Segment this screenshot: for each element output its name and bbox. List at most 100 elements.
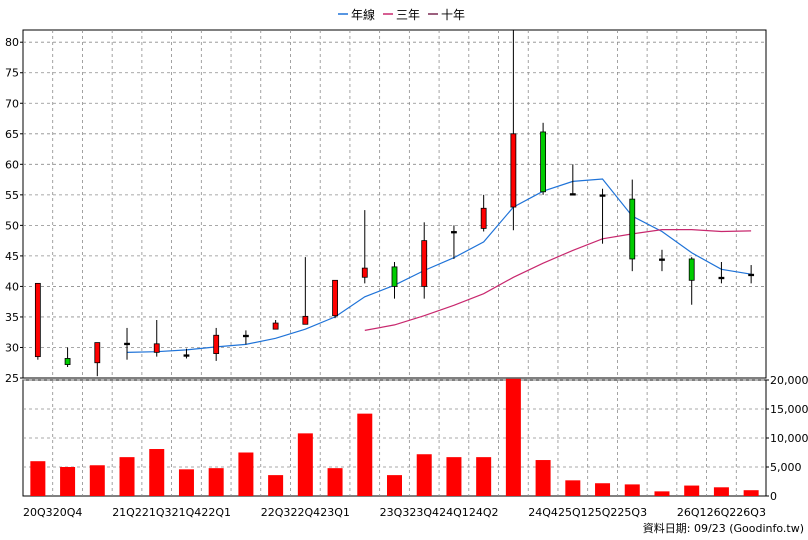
candle-body	[34, 282, 41, 358]
volume-bar	[149, 449, 165, 496]
x-tick-label: 25Q1	[558, 506, 588, 519]
price-tick-label: 25	[5, 372, 19, 385]
x-tick-label: 25Q2	[588, 506, 618, 519]
volume-bar	[297, 433, 313, 496]
x-tick-label: 20Q3	[23, 506, 53, 519]
volume-bar	[595, 483, 611, 496]
legend: 年線 三年 十年	[338, 7, 465, 22]
candle-body	[451, 231, 457, 234]
x-tick-label: 21Q3	[142, 506, 172, 519]
x-tick-label: 21Q2	[112, 506, 142, 519]
candle-body	[629, 198, 636, 260]
x-tick-label: 22Q1	[201, 506, 231, 519]
x-tick-label: 26Q3	[736, 506, 766, 519]
volume-bar	[119, 457, 135, 496]
x-tick-label: 20Q4	[53, 506, 83, 519]
series-line-0	[126, 178, 752, 353]
candle-body	[302, 315, 309, 325]
x-tick-label: 22Q3	[261, 506, 291, 519]
x-tick-label: 23Q3	[380, 506, 410, 519]
volume-bar	[208, 468, 224, 496]
candle-body	[213, 334, 220, 354]
legend-label-2: 十年	[441, 8, 465, 22]
volume-bar	[268, 475, 284, 496]
price-tick-label: 40	[5, 280, 19, 293]
volume-bar	[565, 480, 581, 496]
volume-bar	[624, 484, 640, 496]
volume-tick-label: 5,000	[770, 461, 802, 474]
x-tick-label: 25Q3	[617, 506, 647, 519]
x-tick-label: 24Q1	[439, 506, 469, 519]
price-tick-label: 50	[5, 219, 19, 232]
candle-body	[64, 358, 71, 365]
series-line-1	[364, 229, 752, 331]
x-tick-label: 23Q1	[320, 506, 350, 519]
price-panel: 25 30 35 40 45 50 55 60 65 70 75 80	[5, 29, 767, 385]
candle-body	[748, 273, 755, 277]
candle-body	[153, 343, 160, 353]
x-tick-label: 23Q4	[409, 506, 439, 519]
legend-label-1: 三年	[396, 8, 420, 22]
price-tick-label: 75	[5, 67, 19, 80]
volume-bar	[505, 378, 521, 496]
candle-body	[242, 334, 249, 338]
x-tick-label: 26Q2	[707, 506, 737, 519]
x-tick-label: 26Q1	[677, 506, 707, 519]
candle-body	[599, 194, 606, 197]
volume-bar	[713, 487, 729, 496]
x-axis: 20Q3 20Q4 21Q2 21Q3 21Q4 22Q1 22Q3 22Q4 23Q1 23Q3…	[23, 506, 766, 519]
volume-bar	[178, 469, 194, 496]
volume-bar	[327, 468, 343, 496]
price-tick-label: 45	[5, 250, 19, 263]
candle-body	[510, 133, 517, 208]
volume-bar	[743, 490, 759, 496]
candle-body	[391, 266, 398, 287]
price-tick-label: 70	[5, 97, 19, 110]
price-tick-label: 55	[5, 189, 19, 202]
candle-body	[659, 258, 665, 261]
volume-bar	[416, 454, 432, 496]
volume-bar	[357, 413, 373, 496]
price-tick-label: 80	[5, 36, 19, 49]
candle-body	[480, 207, 487, 229]
candle-body	[540, 131, 546, 193]
volume-bar	[684, 485, 700, 496]
price-frame	[22, 29, 767, 379]
x-tick-label: 24Q2	[469, 506, 499, 519]
candle-body	[361, 267, 368, 278]
volume-bar	[60, 467, 76, 496]
volume-bar	[238, 452, 254, 496]
data-date-footer: 資料日期: 09/23 (Goodinfo.tw)	[643, 521, 804, 535]
volume-bar	[476, 457, 492, 496]
volume-tick-label: 20,000	[770, 374, 808, 387]
volume-bar	[654, 491, 670, 496]
candle-body	[421, 240, 428, 287]
candle-body	[272, 322, 279, 330]
candle-body	[332, 279, 338, 317]
price-tick-label: 60	[5, 158, 19, 171]
volume-tick-label: 0	[770, 490, 777, 503]
price-tick-label: 30	[5, 341, 19, 354]
x-tick-label: 21Q4	[172, 506, 202, 519]
volume-panel: 0 5,000 10,000 15,000 20,000	[22, 374, 808, 503]
volume-bar	[30, 461, 46, 496]
price-tick-label: 65	[5, 128, 19, 141]
volume-tick-label: 10,000	[770, 432, 808, 445]
candle-body	[94, 342, 101, 364]
volume-bar	[535, 460, 551, 496]
candle-body	[688, 258, 695, 281]
volume-bar	[446, 457, 462, 496]
volume-bar	[387, 475, 402, 496]
legend-label-0: 年線	[351, 7, 375, 22]
volume-tick-label: 15,000	[770, 403, 808, 416]
candle-body	[183, 354, 190, 357]
volume-bar	[89, 465, 105, 496]
candle-body	[569, 193, 576, 196]
x-tick-label: 22Q4	[291, 506, 321, 519]
candle-body	[124, 342, 130, 346]
candle-body	[718, 276, 725, 280]
x-tick-label: 24Q4	[528, 506, 558, 519]
price-tick-label: 35	[5, 311, 19, 324]
